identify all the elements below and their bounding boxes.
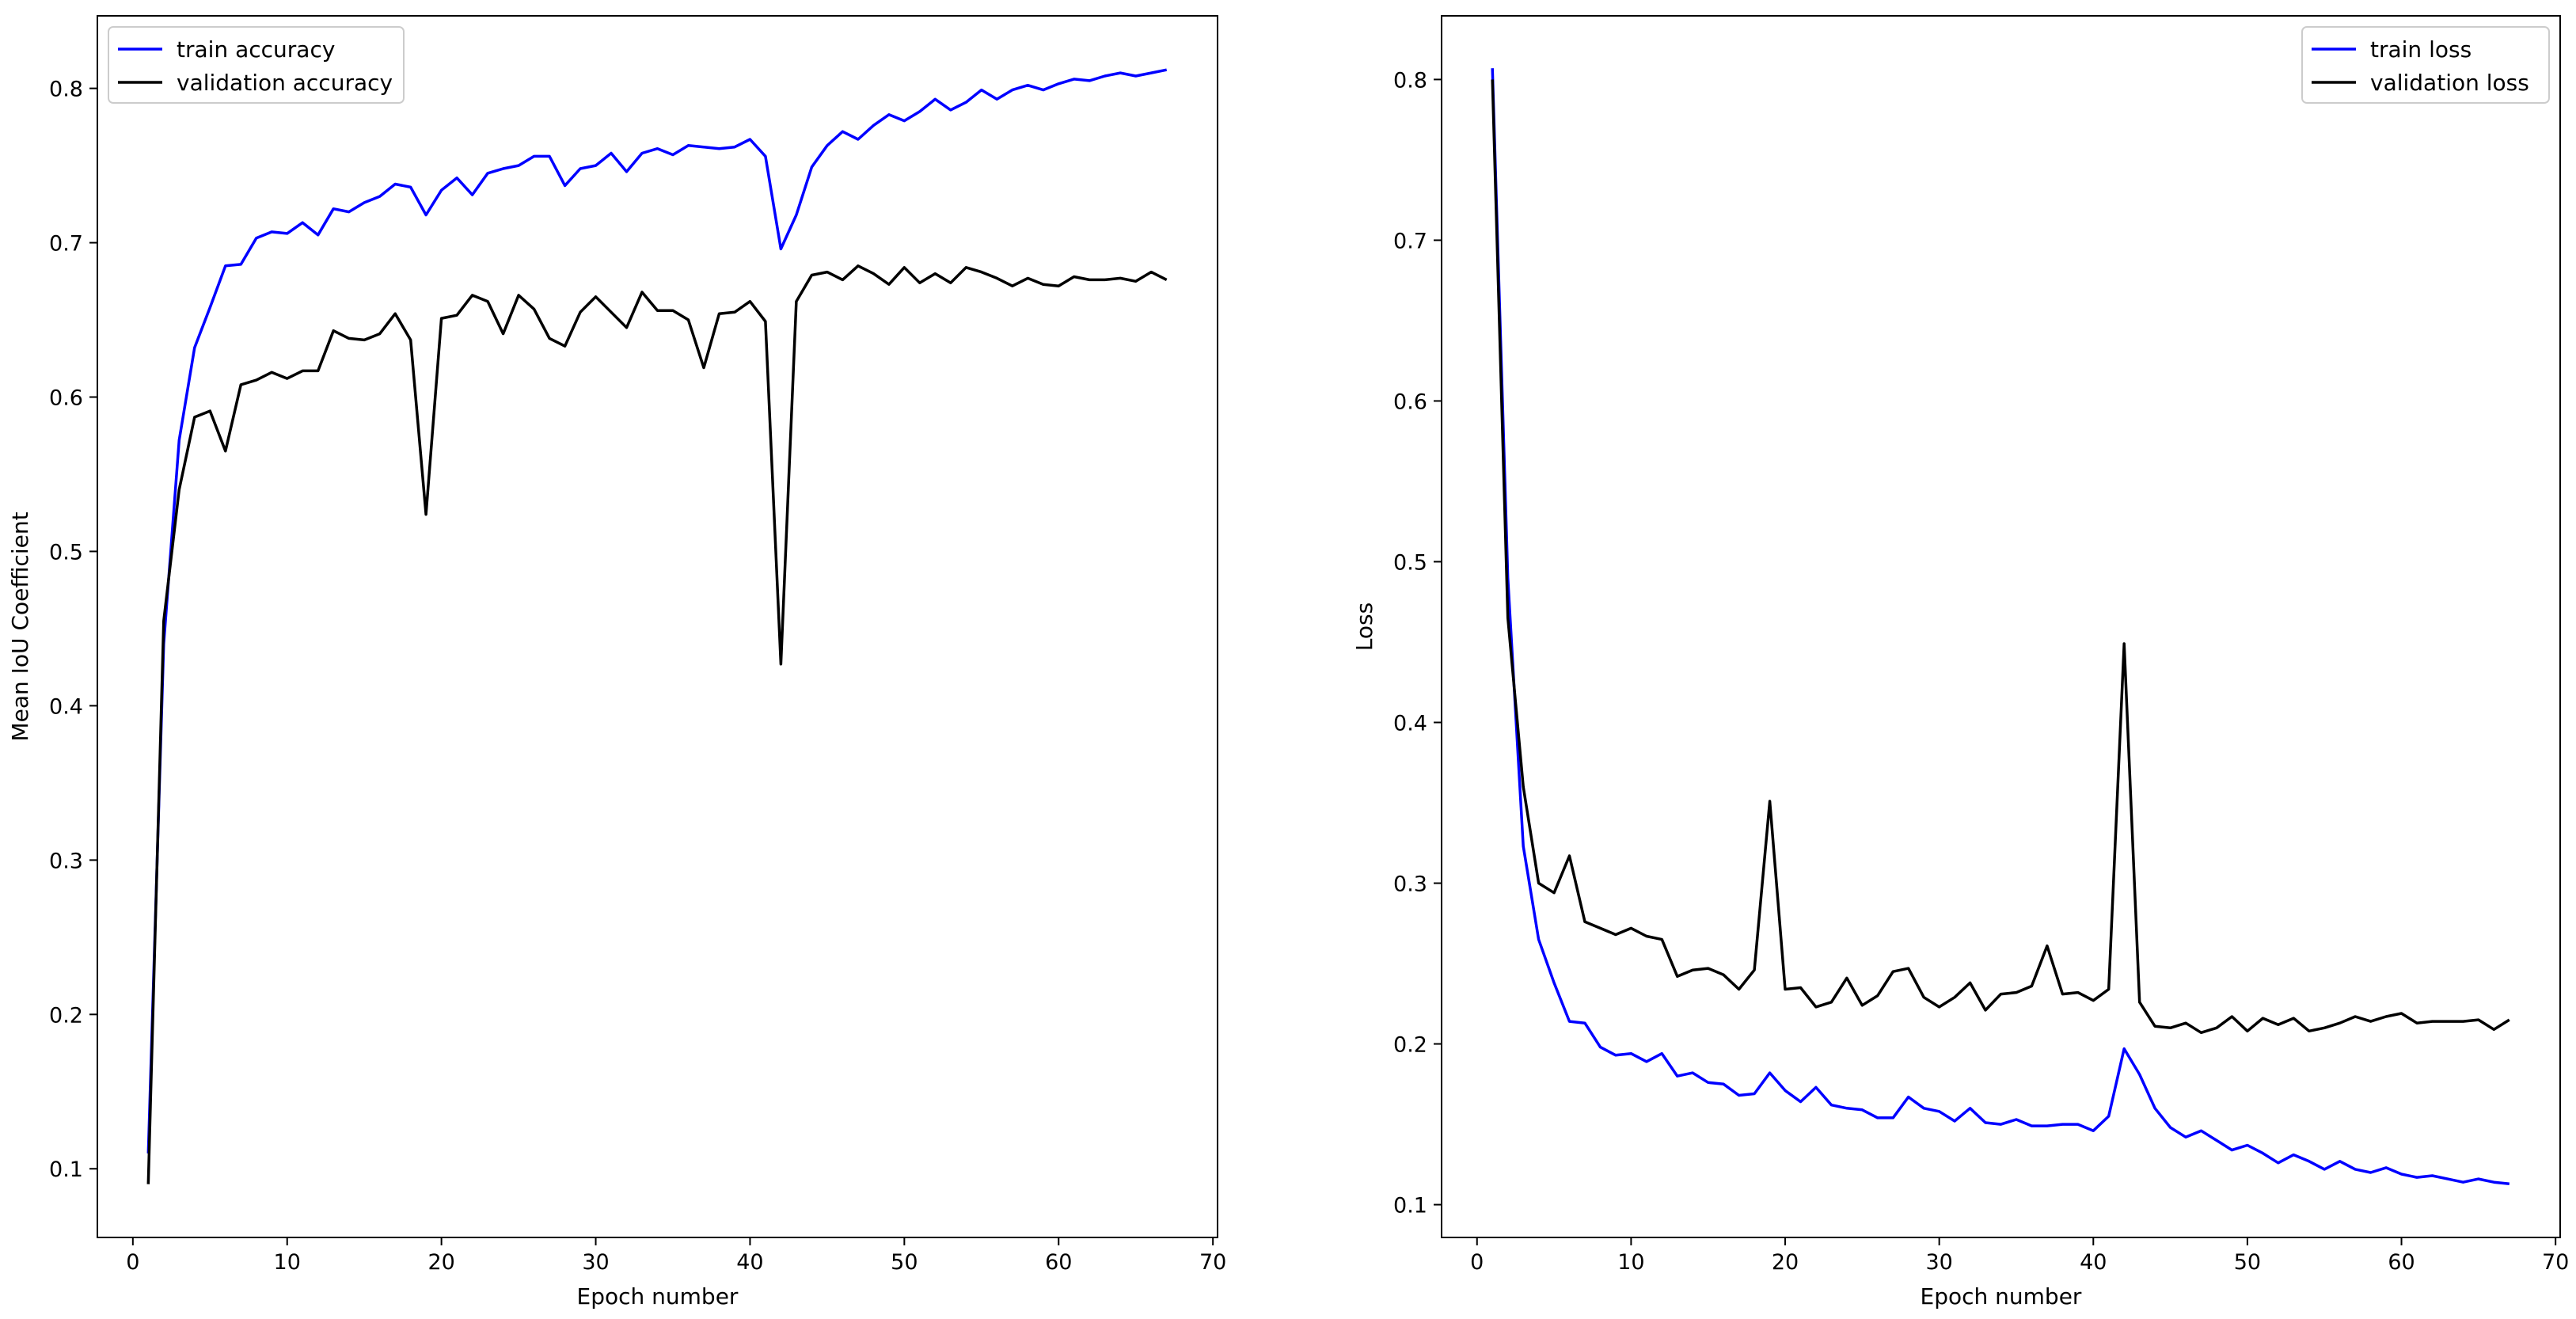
y-tick-label: 0.5 [49, 540, 83, 564]
y-tick-label: 0.5 [1393, 550, 1427, 575]
y-tick-label: 0.2 [49, 1003, 83, 1028]
plot-frame [97, 15, 1218, 1238]
x-axis-label: Epoch number [577, 1283, 739, 1309]
y-tick-label: 0.3 [1393, 872, 1427, 897]
x-axis-label: Epoch number [1921, 1283, 2082, 1309]
x-tick-label: 10 [274, 1250, 301, 1275]
y-tick-label: 0.7 [49, 232, 83, 257]
y-axis-label: Mean IoU Coefficient [7, 511, 33, 741]
y-tick-label: 0.1 [49, 1157, 83, 1182]
legend-label: validation accuracy [177, 70, 393, 96]
x-tick-label: 70 [1199, 1250, 1226, 1275]
series-line-validation-accuracy [146, 264, 1168, 1184]
x-tick-label: 30 [582, 1250, 609, 1275]
y-tick-label: 0.6 [49, 386, 83, 411]
x-tick-label: 40 [2080, 1250, 2107, 1275]
x-tick-label: 0 [126, 1250, 139, 1275]
plot-frame [1441, 15, 2561, 1238]
x-tick-label: 40 [736, 1250, 763, 1275]
x-tick-label: 20 [1772, 1250, 1799, 1275]
y-tick-label: 0.2 [1393, 1033, 1427, 1058]
y-tick-label: 0.7 [1393, 229, 1427, 253]
left-accuracy-plot: 0 10 20 30 40 50 60 70 0.1 0.2 0.3 0.4 0.5 0.6 0.7 0.8 E… [7, 15, 1226, 1309]
x-tick-label: 60 [2388, 1250, 2415, 1275]
legend: train loss validation loss [2301, 26, 2550, 104]
legend-box [108, 26, 405, 104]
legend-label: validation loss [2370, 70, 2529, 96]
x-tick-label: 50 [2234, 1250, 2261, 1275]
y-tick-label: 0.4 [1393, 712, 1427, 736]
y-tick-label: 0.4 [49, 694, 83, 719]
series-line-validation-loss [1491, 79, 2510, 1035]
series-line-train-loss [1491, 68, 2510, 1185]
x-tick-label: 50 [891, 1250, 918, 1275]
x-tick-label: 20 [427, 1250, 454, 1275]
series-line-train-accuracy [146, 68, 1168, 1154]
x-tick-label: 70 [2542, 1250, 2569, 1275]
x-tick-label: 60 [1045, 1250, 1072, 1275]
y-tick-label: 0.3 [49, 849, 83, 873]
y-tick-label: 0.6 [1393, 390, 1427, 414]
right-loss-plot: 0 10 20 30 40 50 60 70 0.1 0.2 0.3 0.4 0.5 0.6 0.7 0.8 E… [1351, 15, 2569, 1309]
legend-label: train accuracy [177, 36, 335, 63]
y-tick-label: 0.8 [49, 78, 83, 102]
x-tick-label: 10 [1617, 1250, 1644, 1275]
y-axis-label: Loss [1351, 602, 1377, 651]
y-tick-label: 0.1 [1393, 1194, 1427, 1218]
x-tick-label: 0 [1470, 1250, 1484, 1275]
legend: train accuracy validation accuracy [108, 26, 405, 104]
legend-label: train loss [2370, 36, 2472, 63]
y-tick-label: 0.8 [1393, 68, 1427, 93]
x-tick-label: 30 [1925, 1250, 1952, 1275]
legend-box [2301, 26, 2550, 104]
